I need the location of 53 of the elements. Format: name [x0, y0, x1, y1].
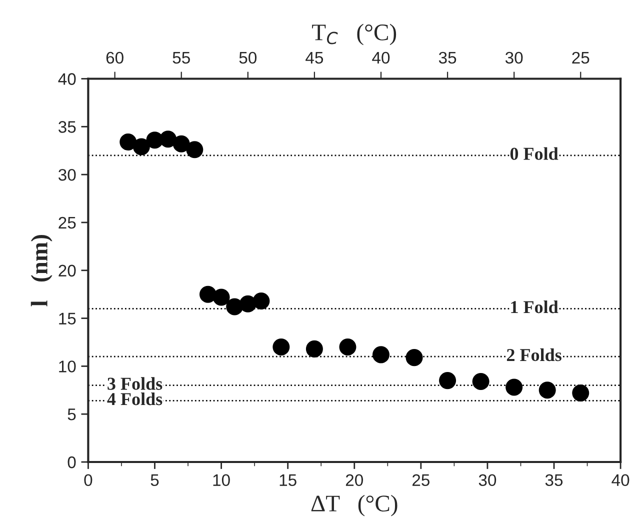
x2-axis-title: T$_{C}$ (°C) — [312, 24, 396, 46]
x2-tick-label: 30 — [505, 52, 523, 64]
point — [406, 349, 423, 366]
point — [506, 378, 523, 396]
x2-tick-label: 25 — [572, 52, 590, 64]
point — [272, 338, 290, 356]
y-tick-label: 5 — [68, 408, 76, 420]
x-tick-label: 40 — [612, 474, 630, 486]
y-tick-label: 35 — [58, 121, 76, 133]
point — [572, 384, 590, 402]
x-tick-label: 15 — [280, 474, 296, 486]
point — [132, 138, 150, 156]
x2-tick-label: 50 — [239, 52, 257, 64]
x-axis-title: ΔT (°C) — [311, 494, 398, 516]
x2-tick-label: 40 — [372, 52, 390, 64]
x2-tick-label: 60 — [106, 52, 124, 64]
y-tick-label: 10 — [59, 360, 76, 372]
point — [372, 346, 390, 364]
ref-line-label: 3 Folds — [108, 377, 162, 390]
x-tick-label: 20 — [346, 474, 363, 486]
point — [306, 340, 323, 358]
point — [172, 135, 190, 152]
y-tick-label: 0 — [68, 456, 76, 468]
y-tick-label: 40 — [58, 73, 76, 85]
point — [439, 372, 456, 390]
x-tick-label: 25 — [412, 474, 430, 486]
point — [120, 133, 137, 150]
x-tick-label: 35 — [545, 474, 563, 486]
y-tick-label: 15 — [59, 312, 76, 324]
x2-tick-label: 35 — [438, 52, 456, 64]
point — [212, 288, 230, 306]
point — [160, 130, 177, 148]
ref-line-label: 1 Fold — [511, 300, 558, 314]
point — [199, 286, 216, 303]
point — [226, 298, 244, 316]
x2-tick-label: 45 — [306, 52, 324, 64]
point — [252, 292, 270, 310]
x-tick-label: 10 — [213, 474, 230, 486]
y-tick-label: 30 — [58, 168, 76, 181]
point — [472, 373, 490, 390]
y-tick-label: 25 — [58, 216, 76, 229]
ref-line-label: 4 Folds — [107, 392, 162, 406]
x-tick-label: 30 — [478, 474, 496, 486]
x2-tick-label: 55 — [172, 52, 190, 64]
ref-line-label: 2 Folds — [506, 348, 562, 362]
point — [538, 382, 556, 399]
point — [186, 141, 204, 158]
ref-line-label: 0 Fold — [510, 147, 558, 160]
y-axis-title: l (nm) — [30, 235, 52, 306]
point — [339, 338, 356, 356]
x-tick-label: 0 — [84, 474, 92, 486]
x-tick-label: 5 — [150, 474, 159, 486]
y-tick-label: 20 — [58, 264, 76, 277]
